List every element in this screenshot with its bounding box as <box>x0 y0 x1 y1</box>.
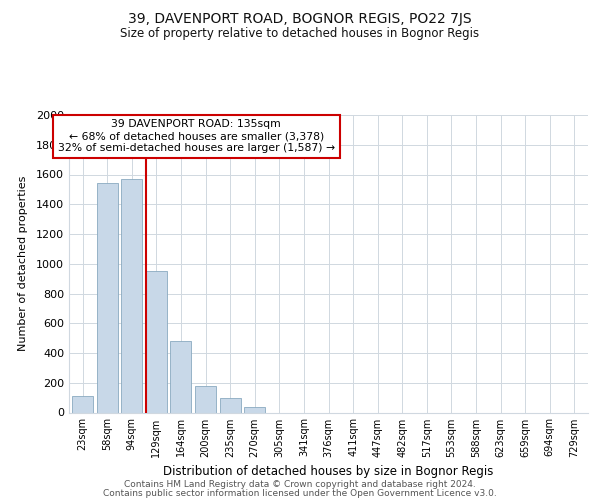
Bar <box>97 184 118 412</box>
Text: 39 DAVENPORT ROAD: 135sqm
← 68% of detached houses are smaller (3,378)
32% of se: 39 DAVENPORT ROAD: 135sqm ← 68% of detac… <box>58 120 335 152</box>
Bar <box>195 386 216 412</box>
Bar <box>220 398 241 412</box>
Bar <box>146 271 167 412</box>
Text: Contains HM Land Registry data © Crown copyright and database right 2024.: Contains HM Land Registry data © Crown c… <box>124 480 476 489</box>
X-axis label: Distribution of detached houses by size in Bognor Regis: Distribution of detached houses by size … <box>163 465 494 478</box>
Text: Size of property relative to detached houses in Bognor Regis: Size of property relative to detached ho… <box>121 28 479 40</box>
Bar <box>72 396 93 412</box>
Y-axis label: Number of detached properties: Number of detached properties <box>17 176 28 352</box>
Text: Contains public sector information licensed under the Open Government Licence v3: Contains public sector information licen… <box>103 488 497 498</box>
Bar <box>244 408 265 412</box>
Bar <box>170 341 191 412</box>
Bar <box>121 179 142 412</box>
Text: 39, DAVENPORT ROAD, BOGNOR REGIS, PO22 7JS: 39, DAVENPORT ROAD, BOGNOR REGIS, PO22 7… <box>128 12 472 26</box>
